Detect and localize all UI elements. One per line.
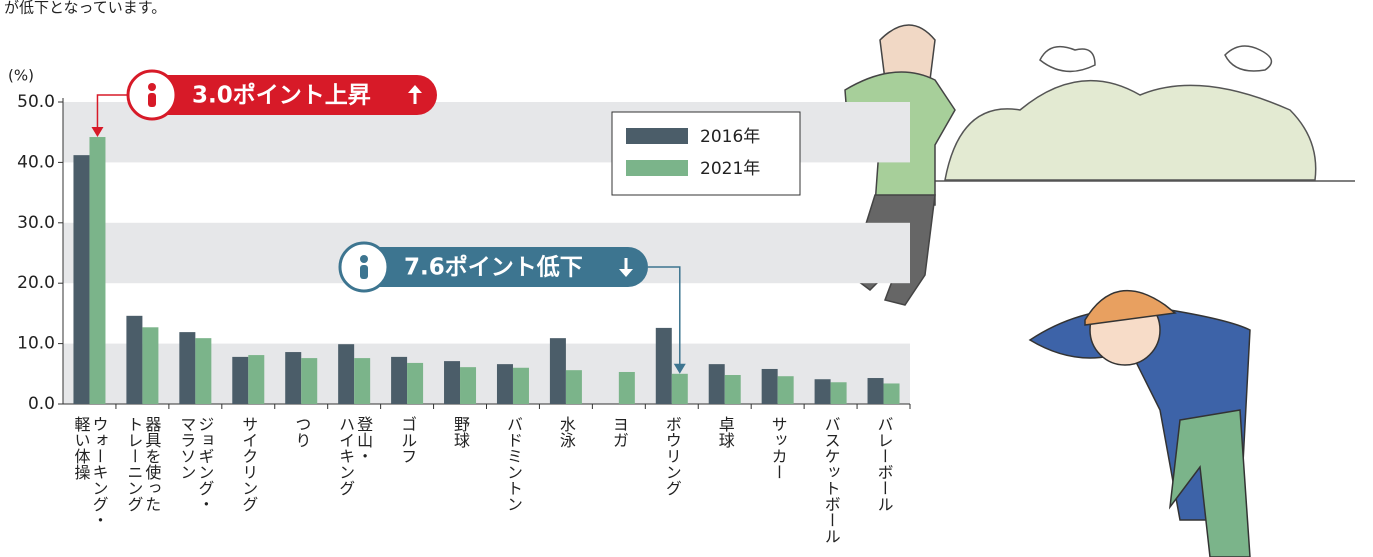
y-tick-label: 0.0 [28,394,55,414]
icon-mark [360,265,368,279]
bar [512,367,529,404]
connector [96,94,130,132]
y-tick-label: 40.0 [17,152,55,172]
x-tick-label: バレーボール [874,416,894,512]
bar [391,356,408,404]
bar [354,358,371,404]
icon-mark [148,93,156,107]
x-tick-label: ボウリング [662,416,682,496]
annotation-arrow [619,269,633,277]
x-tick-label: 器具を使った トレーニング [124,416,162,512]
bar [301,358,318,404]
legend-swatch [626,128,688,144]
bar [126,315,143,404]
y-tick-label: 30.0 [17,213,55,233]
x-tick-label: ヨガ [609,416,629,448]
bar [761,368,778,404]
bar [549,338,566,404]
bar [814,379,831,404]
bar [248,355,265,404]
bar [142,327,159,404]
bar [655,327,672,404]
bar [618,371,635,404]
bar [496,364,513,404]
bar [285,352,302,404]
bar [830,382,847,404]
x-tick-label: サッカー [768,416,788,480]
x-tick-label: 水泳 [556,416,576,448]
y-tick-label: 20.0 [17,273,55,293]
annotation-text: 7.6ポイント低下 [404,254,583,281]
y-tick-label: 10.0 [17,334,55,354]
x-tick-label: ゴルフ [398,416,418,464]
connector [648,266,681,368]
x-tick-label: サイクリング [239,416,259,512]
bar [724,375,741,404]
arrowhead [91,127,104,138]
legend-label: 2021年 [700,159,760,179]
x-tick-label: バスケットボール [821,416,841,544]
bar [777,376,794,404]
x-tick-label: ジョギング・ マラソン [177,416,215,512]
x-tick-label: つり [292,416,312,448]
annotation-arrow [408,85,422,93]
bar [565,370,582,404]
bar [883,383,900,404]
x-tick-label: バドミントン [503,416,523,512]
arrowhead [673,363,686,374]
x-tick-label: 卓球 [715,416,735,448]
bar [89,137,106,405]
annotation-pill [342,247,648,287]
y-axis-label: (%) [8,67,34,85]
x-tick-label: 登山・ ハイキング [336,416,374,496]
bar [671,373,688,404]
bar [179,332,196,404]
bar [407,362,424,404]
bar [73,155,90,404]
legend-box [611,111,801,196]
icon-mark [360,255,368,263]
annotation-text: 3.0ポイント上昇 [192,82,371,109]
x-tick-label: ウォーキング・ 軽い体操 [71,416,109,528]
icon-mark [148,83,156,91]
legend-swatch [626,160,688,176]
y-tick-label: 50.0 [17,92,55,112]
legend-label: 2016年 [700,127,760,147]
bar [338,344,355,404]
illustration [844,24,1355,557]
bar [460,367,477,404]
bar [195,338,212,404]
annotation-pill [130,75,437,115]
intro-text: が低下となっています。 [4,0,166,17]
bar [444,361,461,404]
x-tick-label: 野球 [451,416,471,448]
bar [232,356,249,404]
bar [708,364,725,404]
bar [867,378,884,404]
